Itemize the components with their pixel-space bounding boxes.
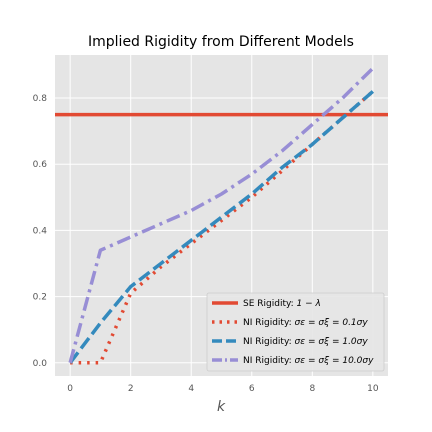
series-ni-rigidity-line-2 bbox=[68, 90, 375, 364]
legend-box bbox=[206, 292, 385, 372]
y-tick-label: 0.0 bbox=[33, 359, 48, 369]
series-ni-rigidity-line-3 bbox=[68, 66, 375, 364]
x-tick-label: 2 bbox=[128, 384, 134, 394]
legend-label: NI Rigidity: σε = σξ = 1.0σy bbox=[243, 337, 368, 347]
legend: SE Rigidity: 1 − λ NI Rigidity: σε = σξ =… bbox=[206, 292, 385, 372]
x-tick-label: 0 bbox=[67, 384, 73, 394]
x-tick-label: 4 bbox=[188, 384, 194, 394]
y-tick-label: 0.2 bbox=[33, 293, 47, 303]
x-axis-label: k bbox=[217, 399, 226, 415]
x-tick-label: 10 bbox=[367, 384, 379, 394]
y-tick-label: 0.6 bbox=[33, 160, 48, 170]
chart-title: Implied Rigidity from Different Models bbox=[88, 34, 354, 50]
x-tick-label: 8 bbox=[309, 384, 315, 394]
tick-labels: 0 2 4 6 8 10 0.0 0.2 0.4 0.6 0.8 bbox=[33, 94, 379, 394]
x-tick-label: 6 bbox=[249, 384, 255, 394]
legend-label: NI Rigidity: σε = σξ = 10.0σy bbox=[243, 356, 374, 366]
legend-label: SE Rigidity: 1 − λ bbox=[243, 299, 321, 309]
series-ni-rigidity-line-1 bbox=[70, 90, 375, 365]
y-tick-label: 0.8 bbox=[33, 94, 48, 104]
y-tick-label: 0.4 bbox=[33, 226, 48, 236]
legend-label: NI Rigidity: σε = σξ = 0.1σy bbox=[243, 318, 368, 328]
series-layer bbox=[55, 66, 388, 365]
